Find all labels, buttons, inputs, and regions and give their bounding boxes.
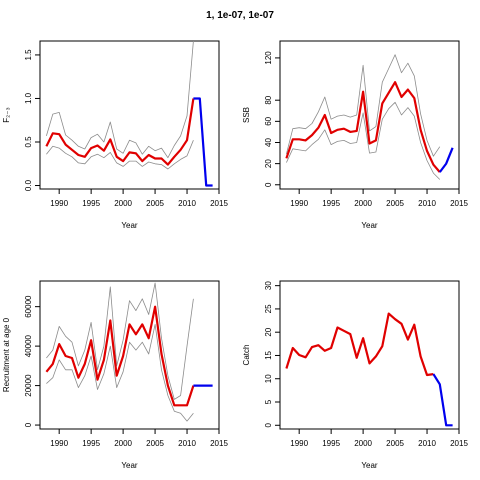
f-xtick-label: 2015 — [210, 199, 228, 208]
catch-projection-line — [432, 373, 453, 427]
f-ylabel: F₂₋₃ — [2, 107, 11, 122]
recruitment-ytick-label: 0 — [24, 422, 33, 427]
f-xlabel: Year — [121, 221, 138, 230]
f-ytick-label: 1.0 — [24, 92, 33, 104]
recruitment-xtick-label: 2000 — [114, 439, 132, 448]
catch-ytick-label: 25 — [264, 304, 273, 313]
recruitment-xtick-label: 1990 — [50, 439, 68, 448]
ssb-ylabel: SSB — [242, 107, 251, 123]
catch-ylabel: Catch — [242, 345, 251, 366]
ssb-ytick-label: 60 — [264, 116, 273, 125]
ssb-ytick-label: 20 — [264, 159, 273, 168]
recruitment-lower-line — [46, 323, 194, 422]
catch-estimate-line — [285, 312, 434, 377]
catch-ytick-label: 5 — [264, 399, 273, 404]
ssb-xlabel: Year — [361, 221, 378, 230]
ssb-xtick-label: 2015 — [450, 199, 468, 208]
recruitment-ytick-label: 60000 — [24, 295, 33, 318]
recruitment-ytick-label: 20000 — [24, 374, 33, 397]
f-plot-frame — [39, 40, 220, 190]
recruitment-xtick-label: 2015 — [210, 439, 228, 448]
catch-ytick-label: 20 — [264, 327, 273, 336]
f-upper-line — [46, 41, 194, 159]
ssb-projection-line — [438, 147, 454, 173]
ssb-ytick-label: 120 — [264, 51, 273, 65]
ssb-ytick-label: 0 — [264, 182, 273, 187]
f-ytick-label: 1.5 — [24, 49, 33, 61]
catch-xtick-label: 2000 — [354, 439, 372, 448]
f-xtick-label: 2000 — [114, 199, 132, 208]
ssb-xtick-label: 2000 — [354, 199, 372, 208]
recruitment-plot-frame — [39, 280, 220, 430]
ssb-ytick-label: 80 — [264, 95, 273, 104]
catch-xlabel: Year — [361, 461, 378, 470]
recruitment-xtick-label: 2010 — [178, 439, 196, 448]
f-ytick-label: 0.5 — [24, 136, 33, 148]
f-xtick-label: 1995 — [82, 199, 100, 208]
ssb-estimate-line — [285, 81, 441, 173]
ssb-xtick-label: 2010 — [418, 199, 436, 208]
ssb-upper-line — [286, 54, 441, 157]
recruitment-ytick-label: 40000 — [24, 334, 33, 357]
ssb-lower-line — [286, 101, 441, 180]
f-projection-line — [193, 97, 213, 187]
catch-xtick-label: 2010 — [418, 439, 436, 448]
ssb-xtick-label: 1990 — [290, 199, 308, 208]
f-lower-line — [46, 140, 194, 170]
ssb-xtick-label: 1995 — [322, 199, 340, 208]
catch-ytick-label: 10 — [264, 374, 273, 383]
recruitment-xtick-label: 2005 — [146, 439, 164, 448]
catch-xtick-label: 2005 — [386, 439, 404, 448]
f-xtick-label: 2005 — [146, 199, 164, 208]
f-xtick-label: 1990 — [50, 199, 68, 208]
catch-xtick-label: 1995 — [322, 439, 340, 448]
recruitment-xlabel: Year — [121, 461, 138, 470]
recruitment-upper-line — [46, 282, 194, 400]
figure-title: 1, 1e-07, 1e-07 — [206, 10, 274, 21]
catch-ytick-label: 0 — [264, 423, 273, 428]
catch-xtick-label: 2015 — [450, 439, 468, 448]
ssb-ytick-label: 40 — [264, 137, 273, 146]
f-estimate-line — [45, 98, 195, 166]
ssb-plot-frame — [279, 40, 460, 190]
f-xtick-label: 2010 — [178, 199, 196, 208]
recruitment-xtick-label: 1995 — [82, 439, 100, 448]
catch-ytick-label: 30 — [264, 281, 273, 290]
ssb-xtick-label: 2005 — [386, 199, 404, 208]
f-ytick-label: 0.0 — [24, 179, 33, 191]
recruitment-ylabel: Recruitment at age 0 — [2, 317, 11, 392]
catch-ytick-label: 15 — [264, 350, 273, 359]
recruitment-estimate-line — [45, 305, 195, 407]
catch-xtick-label: 1990 — [290, 439, 308, 448]
